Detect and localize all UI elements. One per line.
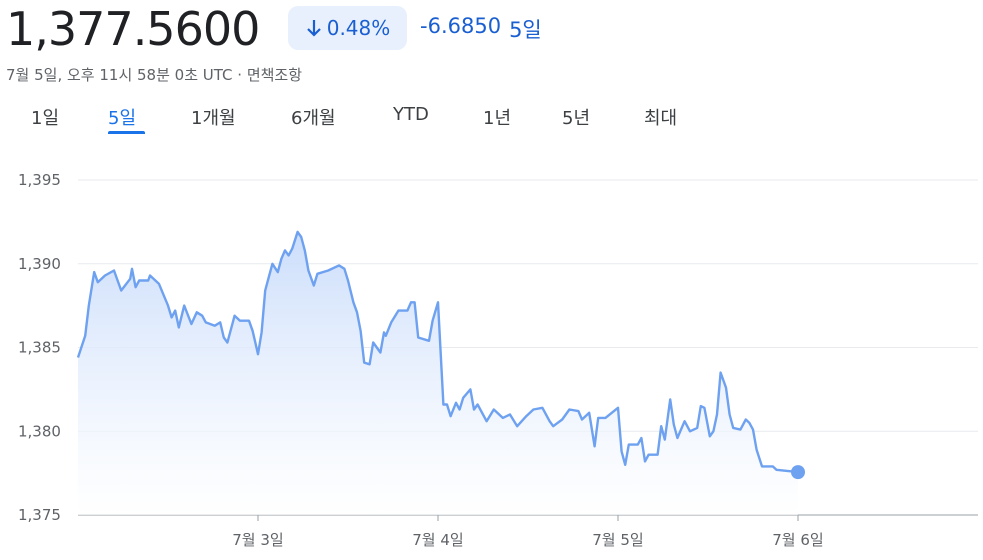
range-tab[interactable]: 최대	[644, 108, 678, 129]
change-value: -6.6850	[420, 14, 502, 38]
y-tick-label: 1,395	[18, 171, 61, 189]
y-tick-label: 1,390	[18, 255, 61, 273]
change-chip: 0.48%	[288, 6, 407, 50]
range-tab[interactable]: 1개월	[191, 108, 236, 129]
down-arrow-icon	[306, 20, 321, 37]
price: 1,377.5600	[6, 2, 260, 56]
timestamp: 7월 5일, 오후 11시 58분 0초 UTC · 면책조항	[6, 66, 303, 84]
change-percent: 0.48%	[326, 16, 391, 40]
change-period: 5일	[509, 18, 542, 42]
range-tab[interactable]: 6개월	[291, 108, 336, 129]
range-tab[interactable]: YTD	[393, 104, 429, 125]
range-tab[interactable]: 5일	[108, 108, 137, 129]
y-tick-label: 1,375	[18, 506, 61, 524]
price-line	[76, 230, 799, 474]
x-tick-label: 7월 5일	[592, 531, 643, 549]
last-point	[791, 465, 805, 480]
range-tab[interactable]: 1년	[483, 108, 512, 129]
range-tab[interactable]: 5년	[562, 108, 591, 129]
x-tick-label: 7월 6일	[772, 531, 823, 549]
x-tick-label: 7월 4일	[412, 531, 463, 549]
active-tab-indicator	[108, 131, 145, 134]
y-tick-label: 1,385	[18, 339, 61, 357]
x-tick-label: 7월 3일	[232, 531, 283, 549]
y-tick-label: 1,380	[18, 422, 61, 440]
range-tab[interactable]: 1일	[31, 108, 60, 129]
change-row: -6.6850 5일	[420, 14, 542, 44]
area	[78, 231, 798, 515]
